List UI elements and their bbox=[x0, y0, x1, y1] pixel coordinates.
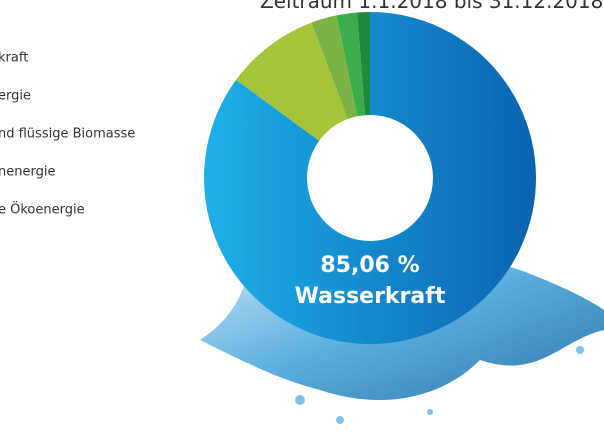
donut-segment bbox=[203, 12, 536, 344]
donut-segment bbox=[311, 15, 358, 120]
legend-label: kraft bbox=[0, 51, 28, 66]
donut-segment bbox=[236, 22, 348, 141]
donut-segment bbox=[336, 12, 366, 117]
legend-label: nd flüssige Biomasse bbox=[0, 127, 135, 142]
chart-title: Zeitraum 1.1.2018 bis 31.12.2018 bbox=[260, 0, 603, 13]
value-label: 85,06 % bbox=[320, 253, 419, 278]
donut-segment bbox=[357, 12, 370, 116]
center-label: Wasserkraft bbox=[295, 284, 446, 309]
legend-label: e Ökoenergie bbox=[0, 201, 85, 218]
legend-label: nenergie bbox=[0, 165, 55, 180]
legend-label: ergie bbox=[0, 89, 31, 104]
